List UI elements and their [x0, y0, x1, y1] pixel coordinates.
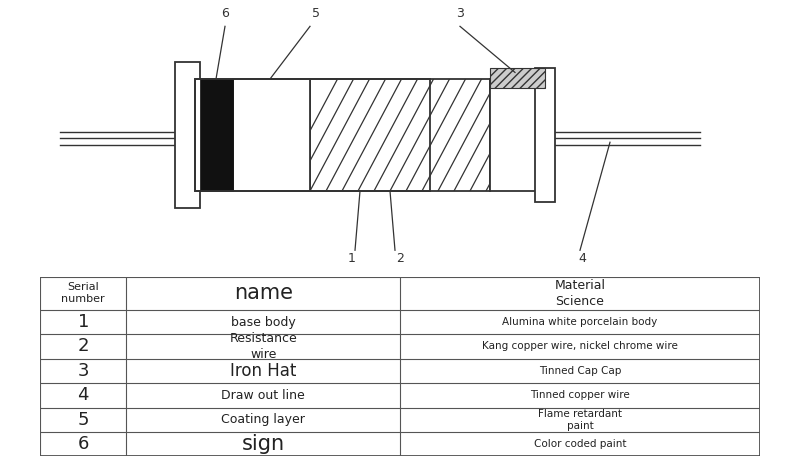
Text: 1: 1	[78, 313, 89, 331]
Text: 6: 6	[221, 6, 229, 20]
Text: Alumina white porcelain body: Alumina white porcelain body	[502, 317, 658, 327]
Text: 5: 5	[78, 411, 89, 429]
Text: 4: 4	[578, 252, 586, 265]
Text: Draw out line: Draw out line	[222, 389, 305, 402]
Bar	[195, 79, 430, 191]
Bar	[490, 69, 545, 88]
Text: Coating layer: Coating layer	[222, 413, 305, 426]
Bar	[490, 79, 545, 191]
Bar	[195, 79, 430, 191]
Text: Kang copper wire, nickel chrome wire: Kang copper wire, nickel chrome wire	[482, 342, 678, 351]
Bar	[535, 69, 555, 201]
Text: 2: 2	[78, 337, 89, 355]
Text: 1: 1	[348, 252, 356, 265]
Bar	[200, 79, 233, 191]
Text: base body: base body	[231, 316, 295, 329]
Text: name: name	[234, 283, 293, 303]
Text: 6: 6	[78, 435, 89, 453]
Text: Tinned copper wire: Tinned copper wire	[530, 390, 630, 400]
Bar	[233, 79, 310, 191]
Text: Color coded paint: Color coded paint	[534, 439, 626, 449]
Text: Resistance
wire: Resistance wire	[230, 332, 297, 361]
Text: sign: sign	[242, 434, 285, 454]
Text: Iron Hat: Iron Hat	[230, 362, 296, 380]
Text: 2: 2	[396, 252, 404, 265]
Bar	[195, 79, 215, 191]
Text: 4: 4	[78, 386, 89, 404]
Text: 5: 5	[312, 6, 320, 20]
Bar	[175, 62, 200, 208]
Text: 3: 3	[78, 362, 89, 380]
Text: Serial
number: Serial number	[62, 282, 105, 304]
Bar	[310, 79, 490, 191]
Text: 3: 3	[456, 6, 464, 20]
Text: Flame retardant
paint: Flame retardant paint	[538, 408, 622, 431]
Text: Tinned Cap Cap: Tinned Cap Cap	[539, 366, 621, 376]
Text: Material
Science: Material Science	[554, 279, 606, 308]
